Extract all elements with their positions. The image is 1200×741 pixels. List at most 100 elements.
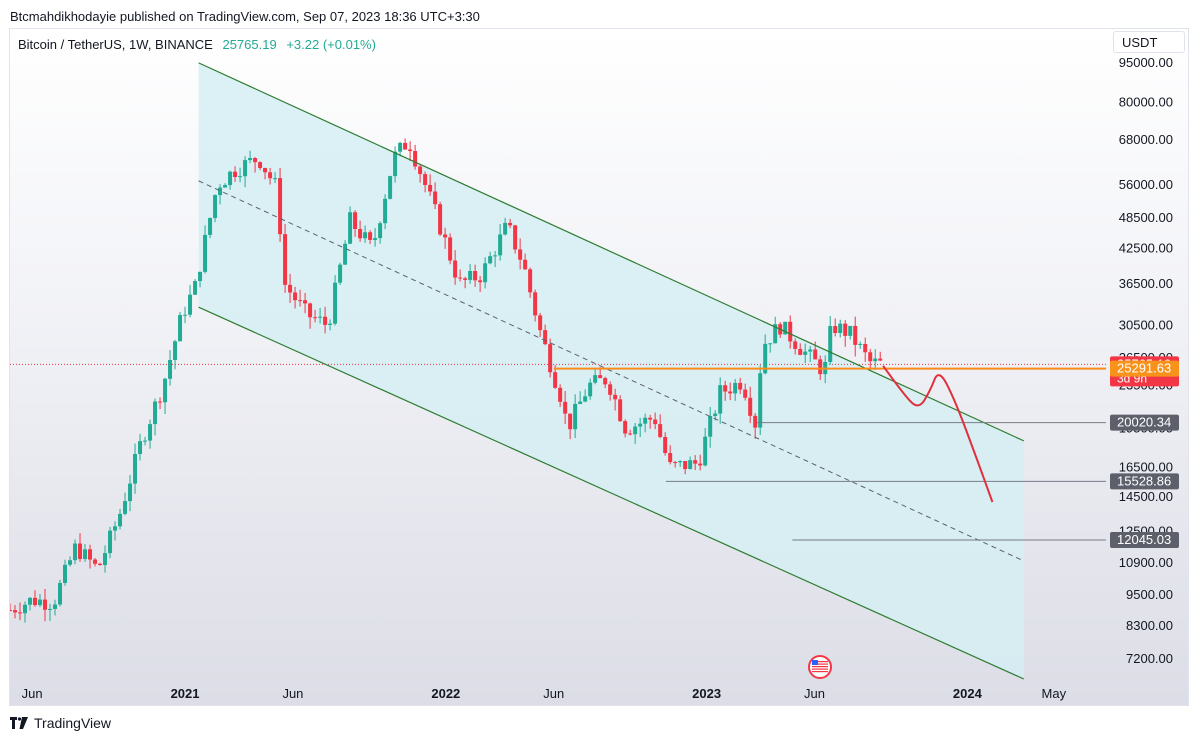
- candle-body: [488, 256, 493, 264]
- y-tick-label: 68000.00: [1119, 132, 1173, 147]
- channel-upper-line: [198, 62, 1025, 442]
- candle-body: [88, 549, 93, 560]
- price-label-bg: [1110, 360, 1179, 377]
- candle-body: [723, 385, 728, 392]
- candle-body: [253, 158, 258, 163]
- candle-body: [143, 440, 148, 442]
- candle-body: [338, 264, 343, 283]
- candlestick-chart[interactable]: 95000.00 80000.00 68000.00 56000.00 48500.00…: [10, 29, 1189, 706]
- candle-body: [328, 323, 333, 325]
- y-tick-label: 48500.00: [1119, 210, 1173, 225]
- price-change: +3.22 (+0.01%): [286, 37, 376, 52]
- candle-body: [383, 198, 388, 224]
- tradingview-logo-icon: [10, 717, 28, 729]
- candle-body: [503, 222, 508, 235]
- x-tick-label: Jun: [282, 686, 303, 701]
- candle-body: [613, 394, 618, 400]
- candle-body: [323, 316, 328, 325]
- flag-stripe: [812, 671, 828, 673]
- candle-body: [283, 234, 288, 285]
- candle-body: [73, 543, 78, 561]
- candle-body: [118, 513, 123, 527]
- candle-body: [733, 382, 738, 394]
- candle-body: [598, 375, 603, 379]
- currency-unit-button[interactable]: USDT: [1113, 31, 1185, 53]
- candle-body: [618, 399, 623, 422]
- candle-body: [403, 142, 408, 150]
- chart-panel[interactable]: 95000.00 80000.00 68000.00 56000.00 48500.00…: [9, 28, 1189, 706]
- candle-body: [98, 563, 103, 566]
- candle-body: [208, 218, 213, 235]
- y-tick-label: 8300.00: [1126, 618, 1173, 633]
- candle-body: [313, 317, 318, 319]
- candle-body: [558, 387, 563, 402]
- candle-body: [608, 384, 613, 395]
- candle-body: [33, 597, 38, 606]
- candle-body: [278, 178, 283, 235]
- candle-body: [333, 282, 338, 324]
- candle-body: [878, 358, 883, 361]
- price-label-text: 12045.03: [1117, 532, 1171, 547]
- x-tick-label: 2021: [171, 686, 200, 701]
- flag-stripe: [812, 668, 828, 670]
- candle-body: [438, 204, 443, 235]
- level-price-label: 15528.86: [1110, 473, 1179, 490]
- channel-lower-line: [198, 306, 1025, 680]
- level-price-label: 12045.03: [1110, 532, 1179, 549]
- candle-body: [348, 212, 353, 244]
- candle-body: [263, 168, 268, 173]
- candle-body: [243, 160, 248, 177]
- candle-body: [858, 343, 863, 345]
- footer-brand[interactable]: TradingView: [10, 713, 111, 733]
- candle-body: [398, 142, 403, 152]
- x-tick-label: 2022: [431, 686, 460, 701]
- candle-body: [13, 610, 18, 613]
- candle-body: [153, 401, 158, 425]
- candle-body: [668, 453, 673, 463]
- candle-body: [703, 436, 708, 466]
- candle-body: [643, 417, 648, 424]
- x-tick-label: Jun: [22, 686, 43, 701]
- candle-body: [463, 278, 468, 280]
- candle-body: [698, 463, 703, 466]
- candle-body: [593, 375, 598, 383]
- candle-body: [10, 609, 12, 611]
- candle-body: [758, 373, 763, 428]
- candle-body: [248, 158, 253, 161]
- candle-body: [238, 176, 243, 178]
- candle-body: [818, 359, 823, 375]
- candle-body: [453, 260, 458, 278]
- candle-body: [48, 608, 53, 610]
- candle-body: [548, 344, 553, 373]
- candle-body: [293, 292, 298, 301]
- candle-body: [658, 424, 663, 437]
- support-price-label: 25291.63: [1110, 360, 1179, 377]
- price-label-text: 15528.86: [1117, 473, 1171, 488]
- flag-stripe: [812, 663, 828, 665]
- candle-body: [78, 543, 83, 560]
- x-tick-label: May: [1042, 686, 1067, 701]
- candle-body: [303, 300, 308, 304]
- candle-body: [603, 378, 608, 385]
- price-label-bg: [1110, 473, 1179, 490]
- candle-body: [443, 234, 448, 238]
- candle-body: [693, 460, 698, 464]
- y-tick-label: 95000.00: [1119, 55, 1173, 70]
- candle-body: [53, 604, 58, 609]
- tradingview-brand-text: TradingView: [34, 715, 112, 731]
- y-tick-label: 14500.00: [1119, 489, 1173, 504]
- candle-body: [543, 330, 548, 345]
- candle-body: [743, 389, 748, 398]
- symbol-title: Bitcoin / TetherUS, 1W, BINANCE: [18, 37, 213, 52]
- x-tick-label: Jun: [543, 686, 564, 701]
- y-tick-label: 42500.00: [1119, 241, 1173, 256]
- candle-body: [168, 359, 173, 379]
- flag-canton: [812, 660, 818, 665]
- candle-body: [748, 397, 753, 416]
- candle-body: [353, 212, 358, 230]
- candle-body: [218, 187, 223, 196]
- candle-body: [298, 300, 303, 302]
- flag-stripe: [812, 666, 828, 668]
- candle-body: [388, 176, 393, 199]
- candle-body: [528, 269, 533, 293]
